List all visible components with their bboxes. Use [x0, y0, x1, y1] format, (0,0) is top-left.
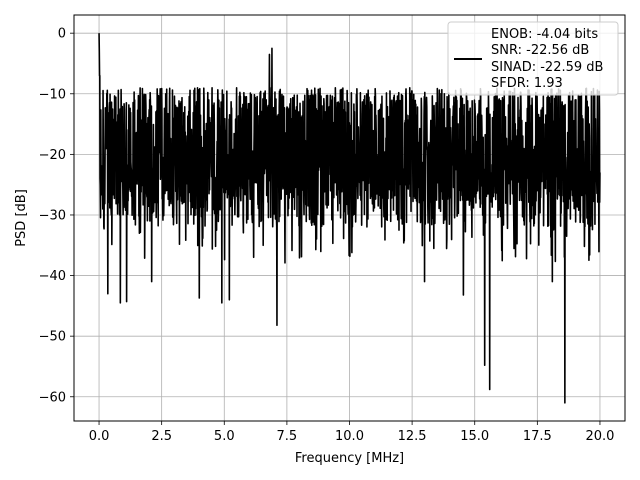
- x-tick-label: 2.5: [151, 429, 172, 444]
- y-tick-label: −20: [39, 148, 66, 163]
- y-axis-label: PSD [dB]: [14, 189, 29, 247]
- x-tick-label: 20.0: [585, 429, 614, 444]
- psd-line: [98, 33, 601, 404]
- y-tick-label: −10: [39, 87, 66, 102]
- x-tick-label: 10.0: [335, 429, 364, 444]
- legend-text-snr: SNR: -22.56 dB: [491, 43, 589, 58]
- x-tick-label: 12.5: [398, 429, 427, 444]
- legend-box: [447, 21, 619, 96]
- x-axis-label: Frequency [MHz]: [295, 451, 404, 466]
- legend-text-enob: ENOB: -4.04 bits: [491, 27, 598, 42]
- x-tick-label: 17.5: [523, 429, 552, 444]
- plot-area: [98, 33, 601, 404]
- legend: ENOB: -4.04 bits SNR: -22.56 dB SINAD: -…: [447, 21, 619, 96]
- y-tick-label: −30: [39, 208, 66, 223]
- legend-text-sfdr: SFDR: 1.93: [491, 76, 563, 91]
- y-tick-label: −40: [39, 269, 66, 284]
- x-tick-label: 5.0: [214, 429, 235, 444]
- x-tick-label: 0.0: [89, 429, 110, 444]
- y-tick-label: −60: [39, 390, 66, 405]
- x-axis: 0.0 2.5 5.0 7.5 10.0 12.5 15.0 17.5 20.0: [89, 421, 614, 444]
- legend-text-sinad: SINAD: -22.59 dB: [491, 60, 603, 75]
- x-tick-label: 7.5: [277, 429, 298, 444]
- y-tick-label: −50: [39, 330, 66, 345]
- y-axis: 0 −10 −20 −30 −40 −50 −60: [39, 27, 74, 405]
- y-tick-label: 0: [58, 27, 66, 42]
- x-tick-label: 15.0: [460, 429, 489, 444]
